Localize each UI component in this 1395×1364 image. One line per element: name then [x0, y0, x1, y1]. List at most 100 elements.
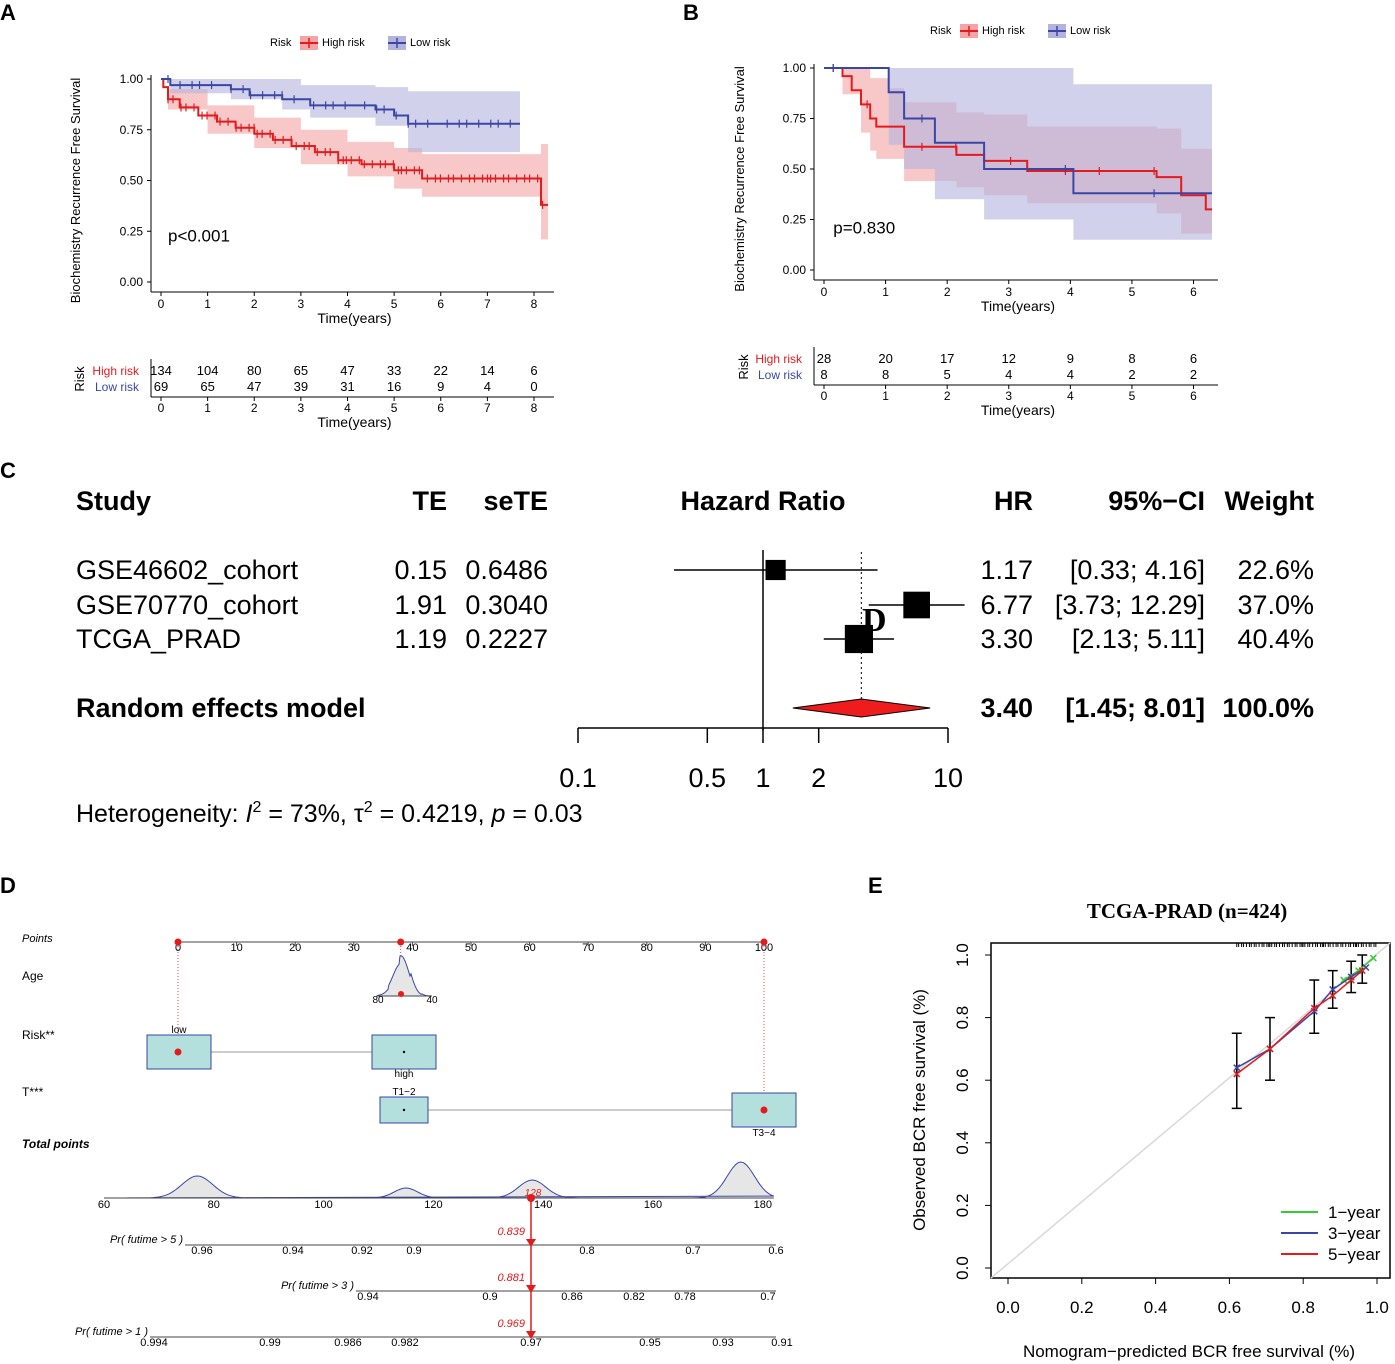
p-value: p<0.001	[168, 226, 230, 245]
x-tick-label: 0	[158, 297, 165, 311]
points-tick-label: 40	[406, 942, 418, 954]
prob-tick-label: 0.82	[623, 1291, 644, 1303]
y-tick-label: 0.00	[783, 263, 807, 277]
km-plot-a: Risk High risk Low risk 0.00 0.25 0.50 0.75 1.0…	[68, 36, 554, 430]
legend: Risk High risk Low risk	[270, 36, 451, 50]
calibration-point	[1358, 967, 1366, 975]
x-tick-label: 4	[344, 297, 351, 311]
risk-x-tick-label: 0	[158, 401, 165, 415]
pooled-weight: 100.0%	[1222, 693, 1314, 723]
risk-x-axis-title: Time(years)	[981, 402, 1055, 418]
header-hazard-ratio: Hazard Ratio	[680, 486, 845, 516]
het-tau-symbol: τ	[354, 800, 364, 828]
y-tick-label: 0.50	[120, 174, 144, 188]
legend-title: Risk	[930, 25, 952, 37]
risk-row-label: High risk	[755, 352, 803, 366]
effect-square	[844, 624, 874, 654]
risk-table-title: Risk	[736, 354, 751, 380]
calibration-plot-e: TCGA-PRAD (n=424) 0.0 0.2 0.4 0.6 0.8 1.0 0.0 0.…	[910, 899, 1391, 1361]
effect-square	[765, 559, 786, 581]
panel-label-e: E	[868, 873, 883, 898]
x-axis-title: Time(years)	[317, 310, 391, 326]
risk-x-tick-label: 3	[1005, 389, 1012, 403]
survival-curve-low	[824, 67, 1212, 195]
prob-tick-label: 0.9	[482, 1291, 497, 1303]
y-tick-label: 0.4	[953, 1131, 972, 1155]
prob-tick-label: 0.95	[639, 1337, 660, 1349]
selected-points-marker	[760, 938, 768, 946]
study-hr: 3.30	[980, 624, 1033, 654]
y-tick-label: 1.00	[120, 72, 144, 86]
x-tick-label: 3	[1005, 285, 1012, 299]
header-ci: 95%−CI	[1108, 486, 1205, 516]
x-axis-title: Time(years)	[981, 298, 1055, 314]
risk-count: 9	[437, 379, 444, 394]
calibration-point	[1233, 1070, 1241, 1078]
row-label-risk: Risk**	[22, 1028, 55, 1042]
y-tick-label: 0.25	[783, 213, 807, 227]
study-sete: 0.3040	[465, 590, 548, 620]
risk-count: 80	[247, 363, 261, 378]
het-i2-symbol: I	[246, 800, 253, 828]
prob-row-label: Pr( futime > 3 )	[281, 1280, 354, 1292]
calibration-point	[1369, 954, 1377, 962]
study-sete: 0.6486	[465, 555, 548, 585]
hr-tick-label: 10	[933, 763, 963, 793]
hr-tick-label: 2	[811, 763, 826, 793]
legend-label-2: 5−year	[1328, 1245, 1381, 1264]
points-tick-label: 60	[523, 942, 535, 954]
age-density	[376, 955, 432, 997]
x-tick-label: 5	[391, 297, 398, 311]
calibration-point	[1233, 1064, 1241, 1072]
risk-count: 39	[294, 379, 308, 394]
risk-row-label: High risk	[92, 364, 140, 378]
plot-frame	[990, 942, 1391, 1279]
y-tick-label: 0.6	[953, 1068, 972, 1092]
risk-label-low: low	[171, 1025, 187, 1036]
risk-count: 8	[882, 367, 889, 382]
risk-x-tick-label: 7	[484, 401, 491, 415]
forest-plot-c: Study TE seTE Hazard Ratio HR 95%−CI Weight GSE…	[76, 486, 1314, 828]
calibration-line-2	[1236, 970, 1363, 1075]
prob-tick-label: 0.97	[520, 1337, 541, 1349]
het-i2-value: = 73%,	[261, 800, 353, 828]
legend-label-0: High risk	[982, 25, 1025, 37]
x-tick-label: 3	[298, 297, 305, 311]
x-tick-label: 0.2	[1070, 1298, 1094, 1317]
study-hr: 1.17	[980, 555, 1033, 585]
risk-count: 33	[387, 363, 401, 378]
calibration-point	[1329, 992, 1337, 1000]
points-tick-label: 50	[465, 942, 477, 954]
prob-tick-label: 0.94	[282, 1245, 303, 1257]
p-value: p=0.830	[833, 219, 895, 238]
study-row: GSE70770_cohort 1.91 0.3040 6.77 [3.73; 12.2…	[76, 590, 1314, 620]
risk-count: 8	[820, 367, 827, 382]
t-selected-marker	[760, 1106, 768, 1114]
prob-row-label: Pr( futime > 5 )	[110, 1234, 183, 1246]
study-ci: [2.13; 5.11]	[1072, 624, 1205, 654]
x-tick-label: 0.4	[1144, 1298, 1168, 1317]
study-ci: [3.73; 12.29]	[1055, 590, 1205, 620]
legend: Risk High risk Low risk	[930, 24, 1111, 38]
prob-tick-label: 0.99	[259, 1337, 280, 1349]
risk-x-axis-title: Time(years)	[317, 414, 391, 430]
risk-count: 2	[1190, 367, 1197, 382]
points-tick-label: 10	[230, 942, 242, 954]
risk-count: 0	[530, 379, 537, 394]
prob-arrow	[526, 1331, 536, 1339]
x-tick-label: 4	[1067, 285, 1074, 299]
calibration-title: TCGA-PRAD (n=424)	[1087, 899, 1287, 923]
prob-tick-label: 0.7	[760, 1291, 775, 1303]
hr-tick-label: 0.1	[559, 763, 597, 793]
total-tick-label: 120	[424, 1199, 442, 1211]
risk-x-tick-label: 6	[437, 401, 444, 415]
risk-count: 14	[480, 363, 494, 378]
header-hr: HR	[994, 486, 1033, 516]
t-dot	[402, 1108, 406, 1112]
km-plot-b: Risk High risk Low risk 0.00 0.25 0.50 0.75 1.0…	[732, 24, 1218, 418]
risk-count: 4	[1005, 367, 1012, 382]
risk-count: 8	[1128, 351, 1135, 366]
age-axis-right: 40	[426, 995, 438, 1006]
study-row: GSE46602_cohort 0.15 0.6486 1.17 [0.33; 4.16…	[76, 555, 1314, 585]
